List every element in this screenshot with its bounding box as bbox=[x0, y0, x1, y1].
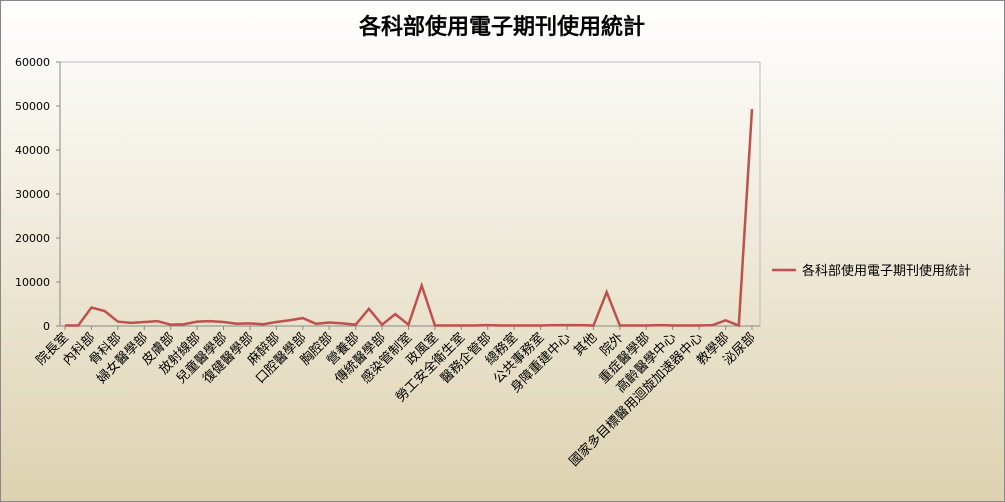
y-tick-label: 20000 bbox=[15, 232, 50, 245]
data-line bbox=[65, 109, 754, 328]
legend-label: 各科部使用電子期刊使用統計 bbox=[802, 263, 971, 279]
chart-title: 各科部使用電子期刊使用統計 bbox=[358, 14, 645, 40]
y-tick-label: 30000 bbox=[15, 188, 50, 201]
y-tick-label: 10000 bbox=[15, 276, 50, 289]
y-tick-label: 60000 bbox=[15, 56, 50, 69]
y-tick-label: 40000 bbox=[15, 144, 50, 157]
y-tick-label: 0 bbox=[43, 320, 50, 333]
y-tick-label: 50000 bbox=[15, 100, 50, 113]
